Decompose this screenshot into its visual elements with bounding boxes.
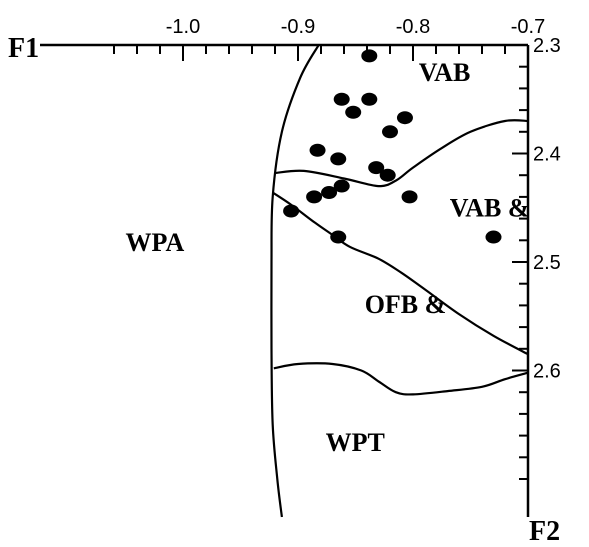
data-point [330, 152, 347, 166]
axes [40, 43, 530, 517]
data-point [306, 190, 323, 204]
boundary-outer-left [270, 44, 320, 518]
region-label: OFB & [365, 290, 447, 319]
region-label: WPT [326, 428, 385, 457]
data-points [283, 49, 502, 244]
data-point [361, 92, 378, 106]
region-label: VAB & [450, 193, 530, 222]
data-point [396, 111, 413, 125]
data-point [321, 186, 338, 200]
data-point [345, 105, 362, 119]
data-point [333, 179, 350, 193]
y-tick-label: 2.3 [533, 35, 561, 57]
y-tick-label: 2.6 [533, 361, 561, 383]
data-point [368, 161, 385, 175]
boundary-vab-upper [274, 119, 529, 188]
region-label: VAB [419, 58, 471, 87]
boundary-wpt-upper [273, 362, 529, 396]
data-point [485, 230, 502, 244]
region-label: WPA [126, 228, 185, 257]
y-axis-name: F2 [529, 516, 560, 547]
x-tick-label: -1.0 [166, 16, 200, 38]
data-point [379, 168, 396, 182]
x-axis-name: F1 [8, 33, 39, 64]
data-point [382, 125, 398, 139]
x-tick-label: -0.7 [511, 16, 545, 38]
data-point [333, 92, 350, 106]
y-tick-label: 2.5 [533, 252, 561, 274]
region-boundaries [270, 44, 529, 518]
data-point [401, 190, 418, 204]
axis-ticks: -1.0 -0.9 -0.8 -0.72.3 2.4 2.5 2.6 [113, 16, 561, 480]
x-tick-label: -0.8 [396, 16, 430, 38]
boundary-ofb-upper [272, 191, 529, 356]
data-point [283, 204, 300, 218]
region-labels: VAB VAB & WPA OFB & WPT [126, 58, 530, 457]
y-tick-label: 2.4 [533, 144, 561, 166]
x-tick-label: -0.9 [281, 16, 315, 38]
data-point [361, 49, 378, 63]
data-point [330, 230, 347, 244]
data-point [309, 143, 326, 157]
